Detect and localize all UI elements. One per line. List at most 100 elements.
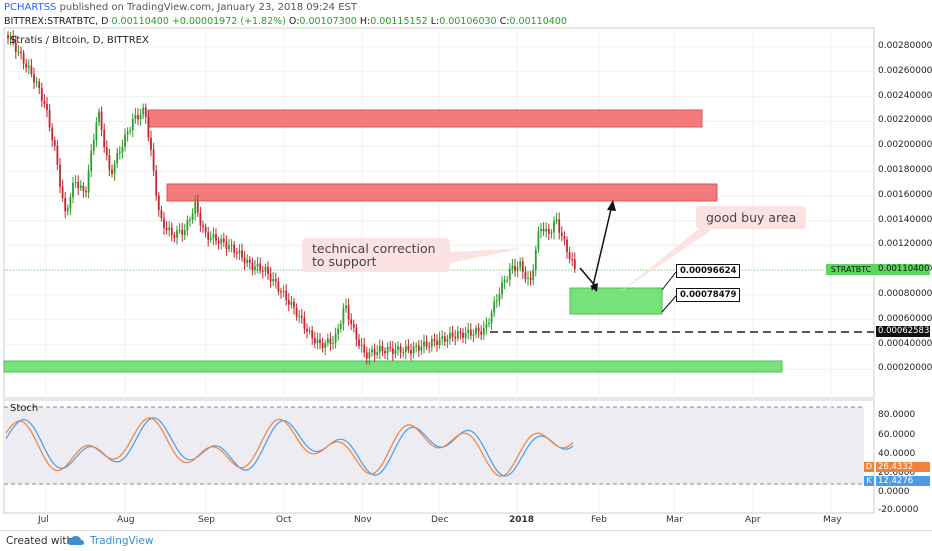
candle-body bbox=[248, 259, 251, 263]
candle-body bbox=[61, 186, 64, 198]
candle-body bbox=[316, 339, 319, 344]
symbol-price-tag: STRATBTC bbox=[826, 264, 876, 275]
candle-body bbox=[251, 262, 254, 270]
candle-body bbox=[303, 318, 306, 329]
candle-body bbox=[165, 227, 168, 231]
buy-callout-pointer bbox=[620, 228, 712, 292]
candle-body bbox=[524, 271, 527, 280]
candle-body bbox=[79, 185, 82, 189]
candle-body bbox=[293, 301, 295, 308]
stoch-tick-label: 20.0000 bbox=[878, 468, 916, 478]
candle-body bbox=[22, 53, 25, 64]
price-tick-label: 0.00220000 bbox=[878, 115, 932, 126]
candle-body bbox=[144, 107, 147, 117]
candle-body bbox=[545, 228, 548, 232]
candle-body bbox=[573, 259, 576, 270]
symbol-label: BITTREX:STRATBTC, D bbox=[4, 16, 109, 27]
candle-body bbox=[391, 348, 394, 354]
candle-body bbox=[74, 182, 77, 184]
last-price-tag: 0.00110400 bbox=[876, 264, 930, 275]
candle-body bbox=[92, 140, 95, 151]
candle-body bbox=[311, 330, 314, 338]
candle-body bbox=[358, 339, 360, 346]
candle-body bbox=[285, 290, 288, 300]
candle-body bbox=[147, 116, 150, 138]
candle-body bbox=[477, 327, 480, 332]
candle-body bbox=[498, 294, 501, 301]
candle-body bbox=[441, 336, 444, 339]
candle-body bbox=[332, 342, 334, 345]
resistance-zone-lower[interactable] bbox=[166, 183, 718, 202]
tradingview-brand[interactable]: TradingView bbox=[90, 535, 154, 547]
candle-body bbox=[516, 267, 519, 271]
stoch-k-value: 12.4276 bbox=[876, 476, 930, 486]
box-top-connector bbox=[661, 271, 677, 291]
correction-annotation[interactable]: technical correction to support bbox=[302, 238, 450, 272]
stoch-tick-label: 40.0000 bbox=[878, 449, 916, 459]
candle-body bbox=[103, 129, 106, 148]
time-tick-label: Feb bbox=[591, 515, 607, 525]
candle-body bbox=[384, 350, 386, 354]
candle-body bbox=[412, 346, 415, 354]
candle-body bbox=[568, 252, 571, 260]
candle-body bbox=[490, 312, 493, 324]
candle-body bbox=[25, 63, 28, 68]
candle-body bbox=[352, 324, 355, 328]
candle-body bbox=[38, 81, 41, 89]
candle-body bbox=[290, 301, 293, 305]
stoch-k-tag-letter: K bbox=[864, 476, 874, 486]
candle-body bbox=[368, 352, 371, 359]
candle-body bbox=[394, 349, 397, 354]
candle-body bbox=[324, 342, 327, 349]
author-link[interactable]: PCHARTSS bbox=[4, 2, 57, 13]
candle-body bbox=[300, 315, 303, 319]
resistance-zone-upper[interactable] bbox=[147, 109, 703, 128]
buy-area-annotation[interactable]: good buy area bbox=[696, 206, 807, 229]
candle-body bbox=[446, 338, 449, 342]
dashed-level-tag: 0.00062583 bbox=[876, 326, 930, 337]
candle-body bbox=[217, 240, 220, 244]
candle-body bbox=[176, 230, 178, 238]
candle-body bbox=[72, 183, 74, 198]
candle-body bbox=[313, 337, 316, 344]
buy-zone[interactable] bbox=[569, 287, 663, 315]
candle-body bbox=[555, 219, 558, 222]
candle-body bbox=[207, 232, 210, 240]
candle-body bbox=[160, 210, 163, 219]
price-tick-label: 0.00120000 bbox=[878, 239, 932, 250]
candle-body bbox=[345, 305, 347, 309]
candle-body bbox=[436, 341, 438, 345]
candle-body bbox=[59, 164, 61, 187]
candle-body bbox=[108, 155, 111, 170]
candle-body bbox=[228, 245, 230, 249]
candle-body bbox=[95, 122, 98, 141]
candle-body bbox=[254, 266, 256, 270]
stoch-tick-label: 0.0000 bbox=[878, 487, 910, 497]
price-tick-label: 0.00160000 bbox=[878, 189, 932, 200]
publish-text: published on TradingView.com, January 23… bbox=[56, 2, 358, 13]
candle-body bbox=[560, 232, 563, 237]
candle-body bbox=[514, 265, 516, 271]
candle-body bbox=[511, 265, 514, 269]
low-label: L: bbox=[430, 16, 440, 27]
candle-body bbox=[264, 266, 267, 272]
box-bottom-price-label: 0.00078479 bbox=[676, 288, 741, 302]
candle-body bbox=[178, 229, 181, 231]
stoch-k-line bbox=[5, 417, 574, 477]
stoch-tick-label: -20.0000 bbox=[878, 505, 919, 515]
candle-body bbox=[449, 332, 451, 339]
candle-body bbox=[256, 263, 259, 267]
candle-body bbox=[246, 259, 249, 264]
candle-body bbox=[454, 336, 457, 339]
candle-body bbox=[329, 338, 332, 345]
stoch-d-tag-letter: D bbox=[864, 462, 874, 472]
candle-body bbox=[337, 328, 340, 335]
candle-body bbox=[220, 238, 223, 244]
time-tick-label: Dec bbox=[431, 515, 449, 525]
candle-body bbox=[415, 345, 418, 347]
support-zone[interactable] bbox=[3, 360, 783, 373]
candle-body bbox=[69, 197, 72, 209]
candle-body bbox=[508, 268, 511, 280]
candle-body bbox=[35, 81, 38, 83]
